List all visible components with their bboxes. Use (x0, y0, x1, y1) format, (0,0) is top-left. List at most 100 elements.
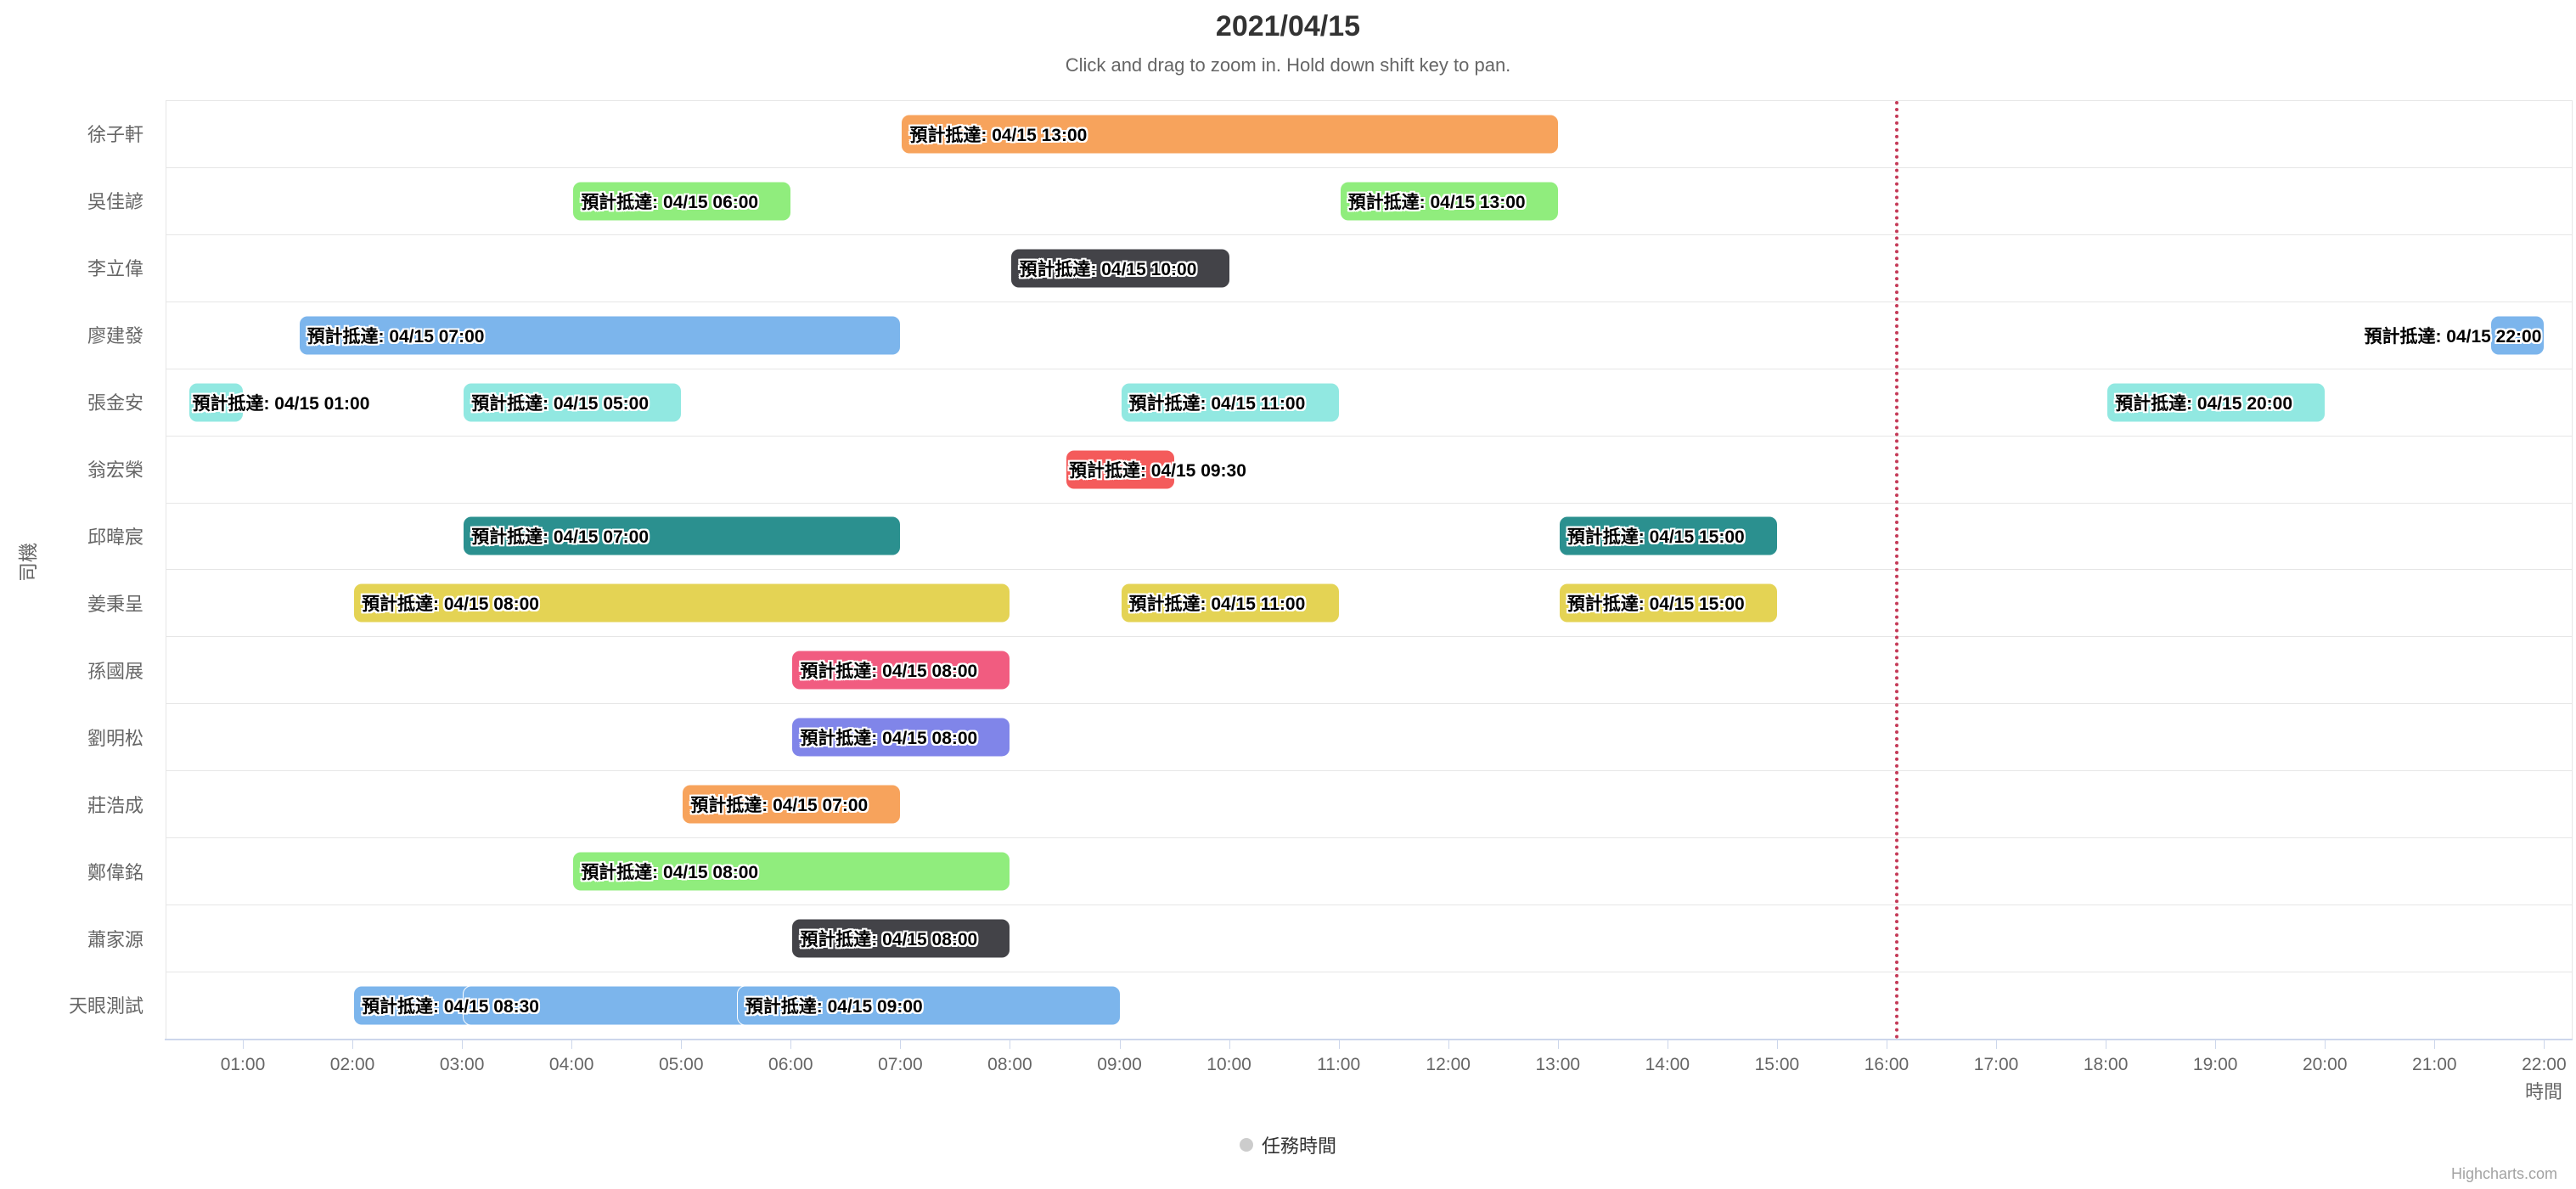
task-bar[interactable] (1065, 449, 1176, 490)
task-bar-label: 預計抵達: 04/15 08:00 (800, 662, 978, 682)
x-tick-mark (900, 1040, 902, 1049)
x-tick-mark (1229, 1040, 1230, 1049)
task-bar[interactable] (901, 114, 1559, 155)
driver-label: 鄭偉銘 (87, 861, 143, 883)
x-tick-label: 01:00 (220, 1055, 266, 1074)
task-bar[interactable] (1010, 248, 1230, 289)
x-tick-mark (1996, 1040, 1998, 1049)
x-tick-label: 06:00 (768, 1055, 813, 1074)
x-tick-mark (571, 1040, 573, 1049)
x-tick-mark (1448, 1040, 1449, 1049)
task-bar[interactable] (1120, 583, 1340, 623)
x-tick-label: 11:00 (1317, 1055, 1361, 1074)
task-bar-label: 預計抵達: 04/15 06:00 (581, 192, 759, 212)
task-bar[interactable] (682, 784, 902, 825)
driver-row: 預計抵達: 04/15 08:00 (166, 838, 2572, 906)
driver-label: 邱暐宸 (87, 526, 143, 548)
driver-row: 預計抵達: 04/15 01:00 預計抵達: 04/15 05:00 預計抵達: … (166, 369, 2572, 437)
task-bar-label: 預計抵達: 04/15 01:00 (192, 393, 370, 414)
x-tick-mark (1119, 1040, 1121, 1049)
x-tick-mark (462, 1040, 464, 1049)
x-tick-label: 18:00 (2083, 1055, 2129, 1074)
task-bar[interactable] (791, 650, 1011, 690)
x-tick-label: 08:00 (987, 1055, 1032, 1074)
task-bar-label: 預計抵達: 04/15 08:00 (581, 863, 759, 883)
task-bar[interactable] (1558, 583, 1778, 623)
task-bar-label: 預計抵達: 04/15 08:00 (800, 930, 978, 950)
x-tick-mark (2544, 1040, 2545, 1049)
x-tick-mark (2215, 1040, 2217, 1049)
task-bar[interactable] (298, 315, 902, 356)
x-tick-label: 10:00 (1206, 1055, 1251, 1074)
driver-label: 劉明松 (87, 727, 143, 749)
x-tick-label: 03:00 (439, 1055, 485, 1074)
task-bar[interactable] (1339, 181, 1559, 222)
task-bar-label: 預計抵達: 04/15 13:00 (909, 125, 1088, 145)
x-tick-mark (1557, 1040, 1559, 1049)
task-bar-label: 預計抵達: 04/15 13:00 (1347, 192, 1526, 212)
chart-subtitle: Click and drag to zoom in. Hold down shi… (1065, 54, 1511, 76)
driver-label: 姜秉呈 (87, 593, 143, 615)
task-bar[interactable] (1558, 516, 1778, 556)
x-tick-label: 17:00 (1973, 1055, 2019, 1074)
task-bar[interactable] (188, 382, 244, 423)
driver-label: 蕭家源 (87, 928, 143, 950)
task-bar-label: 預計抵達: 04/15 08:30 (362, 996, 539, 1017)
task-bar-label: 預計抵達: 04/15 08:00 (800, 729, 978, 749)
x-tick-mark (1776, 1040, 1778, 1049)
x-tick-mark (2434, 1040, 2436, 1049)
task-bar[interactable] (736, 985, 1121, 1026)
task-bar[interactable] (1120, 382, 1340, 423)
driver-row: 預計抵達: 04/15 09:30 (166, 437, 2572, 504)
x-tick-label: 07:00 (878, 1055, 923, 1074)
task-bar-label: 預計抵達: 04/15 05:00 (471, 393, 650, 414)
task-bar-label: 預計抵達: 04/15 15:00 (1566, 527, 1745, 548)
task-bar-label: 預計抵達: 04/15 09:00 (745, 996, 923, 1017)
task-bar[interactable] (463, 382, 683, 423)
x-tick-mark (1338, 1040, 1340, 1049)
driver-row: 預計抵達: 04/15 07:00 (166, 771, 2572, 839)
x-tick-label: 15:00 (1754, 1055, 1800, 1074)
credits-link[interactable]: Highcharts.com (2450, 1165, 2557, 1182)
driver-label: 天眼測試 (68, 995, 143, 1017)
legend-marker-icon (1239, 1138, 1253, 1152)
page-title: 2021/04/15 (1215, 10, 1361, 42)
driver-row: 預計抵達: 04/15 08:00 (166, 905, 2572, 972)
task-bar-label: 預計抵達: 04/15 22:00 (2364, 326, 2542, 347)
driver-row: 預計抵達: 04/15 08:30 預計抵達: 04/15 09:00 (166, 972, 2572, 1040)
driver-row: 預計抵達: 04/15 08:00 預計抵達: 04/15 11:00 預計抵達: … (166, 570, 2572, 638)
task-bar[interactable] (791, 717, 1011, 758)
plot-area[interactable]: 預計抵達: 04/15 13:00 預計抵達: 04/15 06:00 預計抵達: … (166, 100, 2573, 1040)
driver-row: 預計抵達: 04/15 07:00 預計抵達: 04/15 22:00 (166, 302, 2572, 369)
x-axis-title: 時間 (2524, 1081, 2562, 1102)
task-bar[interactable] (353, 583, 1011, 623)
x-tick-label: 02:00 (329, 1055, 375, 1074)
task-bar[interactable] (572, 181, 792, 222)
driver-row: 預計抵達: 04/15 06:00 預計抵達: 04/15 13:00 (166, 168, 2572, 235)
x-tick-mark (2325, 1040, 2326, 1049)
driver-label: 翁宏榮 (87, 459, 143, 482)
y-axis-labels: 徐子軒 吳佳諺 李立偉 廖建發 張金安 翁宏榮 邱暐宸 姜秉呈 孫國展 劉明松 莊浩成 鄭偉銘 蕭家源天… (0, 100, 155, 1039)
task-bar[interactable] (2489, 315, 2545, 356)
driver-label: 張金安 (87, 392, 143, 414)
driver-label: 廖建發 (87, 325, 143, 347)
legend-item-task-time[interactable]: 任務時間 (1239, 1131, 1336, 1158)
driver-row: 預計抵達: 04/15 13:00 (166, 101, 2572, 168)
x-tick-label: 13:00 (1535, 1055, 1581, 1074)
current-time-line (1895, 101, 1899, 1040)
task-bar[interactable] (463, 516, 902, 556)
task-bar[interactable] (2106, 382, 2326, 423)
task-bar-label: 預計抵達: 04/15 10:00 (1019, 259, 1197, 279)
task-bar-label: 預計抵達: 04/15 07:00 (471, 527, 650, 548)
x-tick-label: 20:00 (2302, 1055, 2348, 1074)
x-tick-mark (352, 1040, 354, 1049)
driver-row: 預計抵達: 04/15 08:00 (166, 704, 2572, 772)
x-tick-label: 12:00 (1426, 1055, 1471, 1074)
x-tick-label: 22:00 (2522, 1055, 2567, 1074)
driver-row: 預計抵達: 04/15 07:00 預計抵達: 04/15 15:00 (166, 504, 2572, 571)
driver-row: 預計抵達: 04/15 08:00 (166, 637, 2572, 705)
task-bar[interactable] (572, 851, 1011, 892)
x-tick-mark (242, 1040, 244, 1049)
task-bar[interactable] (791, 918, 1011, 959)
task-bar-label: 預計抵達: 04/15 20:00 (2115, 393, 2293, 414)
